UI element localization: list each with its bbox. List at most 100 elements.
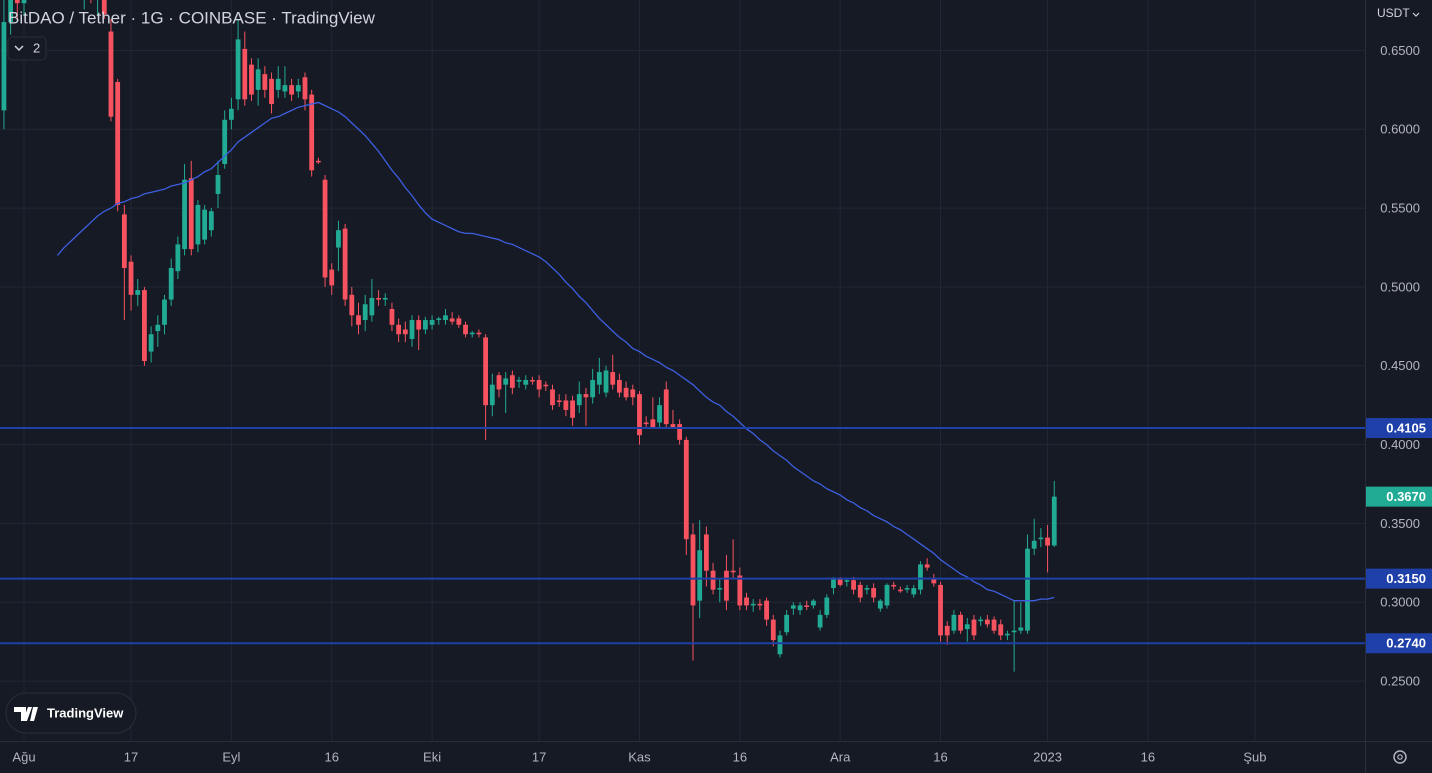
- candle-body: [329, 269, 335, 286]
- watermark-text: TradingView: [47, 705, 124, 720]
- candle-body: [677, 424, 683, 440]
- candle-body: [637, 394, 642, 436]
- y-tick-label: 0.2500: [1380, 674, 1420, 689]
- candle-body: [891, 584, 897, 587]
- candle-body: [543, 384, 549, 387]
- candle-body: [623, 387, 629, 398]
- candle-body: [938, 584, 943, 636]
- candle-body: [389, 309, 395, 325]
- y-tick-label: 0.4500: [1380, 358, 1420, 373]
- candle-body: [824, 597, 830, 615]
- candle-body: [971, 619, 977, 636]
- gear-icon[interactable]: [1393, 750, 1407, 764]
- settings-button[interactable]: [1393, 750, 1407, 764]
- candle-body: [904, 588, 910, 590]
- candle-body: [610, 372, 616, 385]
- y-tick-label: 0.3500: [1380, 516, 1420, 531]
- candle-body: [483, 337, 489, 406]
- candle-body: [309, 94, 315, 171]
- watermark[interactable]: TradingView: [5, 692, 137, 734]
- x-tick-label: Kas: [628, 749, 651, 764]
- candle-body: [663, 389, 669, 425]
- candle-body: [576, 394, 582, 406]
- candle-body: [21, 0, 27, 4]
- candle-body: [8, 0, 14, 23]
- watermark-box[interactable]: [5, 692, 137, 734]
- candle-body: [523, 379, 529, 385]
- candle-body: [416, 320, 422, 330]
- candle-body: [262, 74, 268, 90]
- candle-body: [777, 635, 783, 655]
- x-tick-label: Ara: [830, 749, 851, 764]
- candle-body: [336, 230, 341, 248]
- currency-selector[interactable]: USDT: [1377, 6, 1420, 20]
- level-label: 0.4105: [1386, 420, 1426, 435]
- level-label-box: [1366, 633, 1432, 654]
- x-tick-label: 16: [933, 749, 947, 764]
- candle-body: [864, 588, 870, 590]
- candle-body: [931, 578, 937, 584]
- candle-body: [617, 379, 622, 393]
- candle-body: [683, 439, 689, 540]
- y-tick-label: 0.5000: [1380, 279, 1420, 294]
- candle-body: [844, 580, 850, 582]
- candle-body: [208, 211, 214, 231]
- currency-label[interactable]: USDT: [1377, 6, 1410, 20]
- candle-body: [851, 580, 856, 590]
- candle-body: [1031, 540, 1037, 549]
- candle-body: [924, 564, 930, 568]
- candle-body: [1045, 537, 1050, 546]
- candle-body: [1051, 496, 1057, 546]
- candle-body: [222, 119, 228, 164]
- candle-body: [289, 85, 294, 95]
- candle-body: [255, 69, 261, 90]
- candle-body: [188, 178, 194, 250]
- candle-body: [362, 304, 368, 321]
- candle-body: [596, 372, 602, 385]
- candle-body: [1011, 630, 1017, 633]
- level-label: 0.3150: [1386, 571, 1426, 586]
- x-tick-label: 2023: [1033, 749, 1062, 764]
- moving-average-line: [56, 101, 1055, 602]
- candle-body: [964, 624, 970, 630]
- candle-body: [951, 614, 957, 631]
- candle-body: [590, 379, 596, 398]
- candle-body: [175, 244, 181, 272]
- candle-body: [1005, 633, 1010, 636]
- gear-icon-center: [1397, 754, 1403, 760]
- candle-body: [228, 108, 234, 120]
- candle-body: [978, 619, 984, 622]
- chevron-icon: [14, 45, 24, 52]
- candle-body: [630, 389, 636, 398]
- candle-body: [897, 589, 903, 592]
- candle-body: [162, 299, 167, 325]
- candle-body: [429, 320, 435, 325]
- candle-body: [563, 400, 569, 410]
- candle-body: [409, 320, 415, 339]
- candle-body: [142, 290, 147, 362]
- candle-body: [744, 597, 749, 606]
- y-tick-label: 0.4000: [1380, 437, 1420, 452]
- candle-body: [14, 0, 20, 4]
- candle-body: [443, 315, 448, 321]
- x-tick-label: 17: [532, 749, 546, 764]
- axes: 0.2500 0.3000 0.3500 0.4000 0.4500 0.5000 0.55…: [12, 43, 1432, 764]
- y-tick-label: 0.6000: [1380, 122, 1420, 137]
- y-tick-label: 0.5500: [1380, 201, 1420, 216]
- chart-title: BitDAO / Tether · 1G · COINBASE · Tradin…: [8, 8, 376, 27]
- candle-body: [984, 619, 990, 625]
- candle-body: [182, 179, 187, 250]
- candle-body: [710, 570, 716, 590]
- candle-body: [396, 324, 402, 335]
- indicator-count: 2: [33, 40, 40, 55]
- candle-body: [469, 332, 475, 335]
- candle-body: [282, 85, 288, 92]
- candle-body: [657, 405, 662, 423]
- candle-body: [784, 614, 790, 633]
- candle-body: [817, 614, 823, 628]
- x-tick-label: 16: [733, 749, 747, 764]
- candle-body: [402, 329, 408, 335]
- candle-body: [764, 600, 769, 620]
- indicator-toggle[interactable]: 2: [7, 36, 47, 61]
- indicator-toggle-box[interactable]: [7, 36, 47, 61]
